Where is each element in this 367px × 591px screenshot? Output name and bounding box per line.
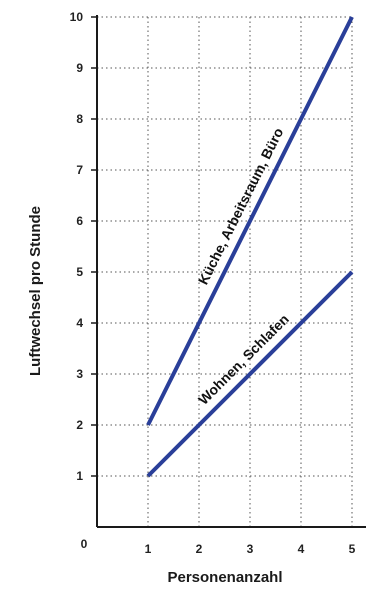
y-tick-label: 2	[76, 418, 83, 432]
y-axis-title: Luftwechsel pro Stunde	[27, 206, 44, 376]
x-tick-label: 4	[298, 542, 305, 556]
x-tick-label: 1	[145, 542, 152, 556]
series-label-1: Wohnen, Schlafen	[195, 311, 292, 408]
y-tick-label: 9	[76, 61, 83, 75]
x-axis-title: Personenanzahl	[167, 569, 282, 586]
axis-layer	[96, 15, 366, 528]
series-layer	[146, 16, 354, 478]
y-tick-label: 8	[76, 112, 83, 126]
tick-layer: 1 2 3 4 5 6 7 8 9 10 1 2 3 4 5	[70, 10, 356, 556]
x-tick-label: 3	[247, 542, 254, 556]
series-label-0: Küche, Arbeitsraum, Büro	[195, 125, 287, 287]
x-tick-label: 5	[349, 542, 356, 556]
y-tick-label: 7	[76, 163, 83, 177]
y-tick-label: 1	[76, 469, 83, 483]
x-tick-label: 2	[196, 542, 203, 556]
series-line-0	[146, 16, 354, 426]
y-tick-label: 10	[70, 10, 84, 24]
y-tick-label: 4	[76, 316, 83, 330]
series-line-1	[146, 270, 354, 478]
grid-layer	[97, 16, 353, 527]
y-tick-label: 5	[76, 265, 83, 279]
origin-label: 0	[81, 537, 88, 551]
y-tick-label: 6	[76, 214, 83, 228]
y-tick-label: 3	[76, 367, 83, 381]
